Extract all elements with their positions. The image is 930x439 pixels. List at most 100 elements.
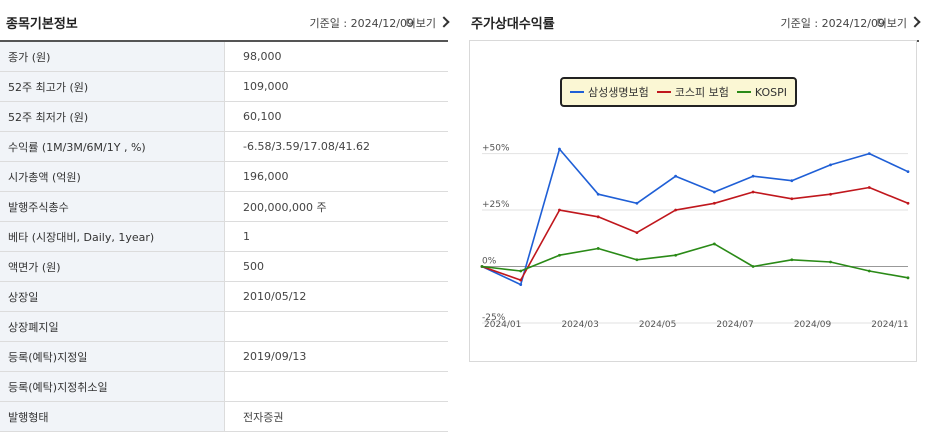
data-point [519,278,523,282]
table-row: 등록(예탁)지정일 2019/09/13 [0,341,448,372]
basic-info-table: 종가 (원) 98,000 52주 최고가 (원) 109,000 52주 최저가 (원… [0,42,448,432]
relative-return-header: 주가상대수익률 기준일 : 2024/12/09 더보기 [469,0,921,42]
row-value [224,371,448,402]
row-label: 등록(예탁)지정취소일 [0,371,225,402]
y-tick-label: +50% [482,144,510,154]
chevron-right-icon [909,16,921,28]
y-tick-label: 0% [482,257,497,267]
data-point [906,276,910,280]
x-tick-label: 2024/11 [871,320,908,330]
y-tick-label: -25% [482,313,506,323]
data-point [558,208,561,212]
data-point [712,201,716,205]
row-value: -6.58/3.59/17.08/41.62 [224,131,448,162]
relative-return-panel: 주가상대수익률 기준일 : 2024/12/09 더보기 [469,0,921,42]
legend-item: 코스피 보험 [656,84,729,100]
legend-swatch [570,91,584,93]
legend-label: KOSPI [754,85,787,99]
chart-canvas: +50% +25% 0% -25%2024/01 2024/03 2024/05 2024/… [480,144,910,330]
data-point [674,253,678,257]
data-point [829,163,832,167]
row-label: 베타 (시장대비, Daily, 1year) [0,221,225,252]
data-point [519,269,523,273]
row-value: 500 [224,251,448,282]
data-point [867,269,871,273]
legend-swatch [736,91,751,93]
table-row: 액면가 (원) 500 [0,251,448,282]
table-row: 상장폐지일 [0,311,448,342]
row-label: 등록(예탁)지정일 [0,341,225,372]
row-value: 60,100 [224,101,448,132]
data-point [790,197,794,201]
data-point [829,260,832,264]
data-point [906,201,910,205]
row-label: 발행주식총수 [0,191,225,222]
data-point [751,190,755,194]
data-point [674,174,678,178]
row-label: 수익률 (1M/3M/6M/1Y , %) [0,131,225,162]
data-point [635,231,639,235]
basic-info-header: 종목기본정보 기준일 : 2024/12/09 더보기 [0,0,450,42]
row-value [224,311,448,342]
row-value: 109,000 [224,71,448,102]
legend-label: 코스피 보험 [674,86,729,99]
data-point [519,283,523,286]
row-label: 시가총액 (억원) [0,161,225,192]
legend-item: KOSPI [736,85,787,99]
series-line [481,186,909,281]
data-point [635,201,639,205]
row-value: 1 [224,221,448,252]
table-row: 시가총액 (억원) 196,000 [0,161,448,192]
data-point [712,190,716,194]
data-point [829,192,832,196]
series-line [481,148,909,286]
data-point [790,179,794,183]
basic-info-title: 종목기본정보 [6,17,78,32]
data-point [596,192,600,196]
chevron-right-icon [438,16,450,28]
relative-return-date: 기준일 : 2024/12/09 [780,17,885,30]
row-value: 전자증권 [224,401,448,432]
row-label: 상장폐지일 [0,311,225,342]
chart-legend: 삼성생명보험 코스피 보험 KOSPI [560,77,797,107]
data-point [635,258,639,262]
table-row: 52주 최고가 (원) 109,000 [0,71,448,102]
data-point [674,208,678,212]
table-row: 발행형태 전자증권 [0,401,448,432]
row-label: 52주 최고가 (원) [0,71,225,102]
table-row: 발행주식총수 200,000,000 주 [0,191,448,222]
table-row: 수익률 (1M/3M/6M/1Y , %) -6.58/3.59/17.08/41… [0,131,448,162]
data-point [751,174,755,178]
data-point [558,253,561,257]
series-line [481,243,909,279]
row-value: 98,000 [224,42,448,72]
row-label: 상장일 [0,281,225,312]
data-point [906,170,910,174]
row-label: 액면가 (원) [0,251,225,282]
data-point [480,265,484,268]
data-point [867,186,871,189]
basic-info-date: 기준일 : 2024/12/09 [309,17,414,30]
table-row: 52주 최저가 (원) 60,100 [0,101,448,132]
data-point [596,215,600,219]
data-point [867,152,871,155]
x-tick-label: 2024/05 [639,320,676,330]
table-row: 종가 (원) 98,000 [0,42,448,72]
x-tick-label: 2024/09 [794,320,832,330]
relative-return-title: 주가상대수익률 [471,17,555,32]
x-tick-label: 2024/07 [716,320,753,330]
basic-info-panel: 종목기본정보 기준일 : 2024/12/09 더보기 종가 (원) 98,000… [0,0,450,432]
row-label: 종가 (원) [0,42,225,72]
table-row: 베타 (시장대비, Daily, 1year) 1 [0,221,448,252]
relative-return-more-link[interactable]: 더보기 [877,15,921,31]
row-value: 200,000,000 주 [224,191,448,222]
legend-item: 삼성생명보험 [570,84,649,100]
table-row: 등록(예탁)지정취소일 [0,371,448,402]
legend-label: 삼성생명보험 [588,86,649,99]
legend-swatch [656,91,671,93]
row-label: 52주 최저가 (원) [0,101,225,132]
y-tick-label: +25% [482,200,510,210]
data-point [596,247,600,250]
basic-info-more-link[interactable]: 더보기 [406,15,450,31]
row-label: 발행형태 [0,401,225,432]
